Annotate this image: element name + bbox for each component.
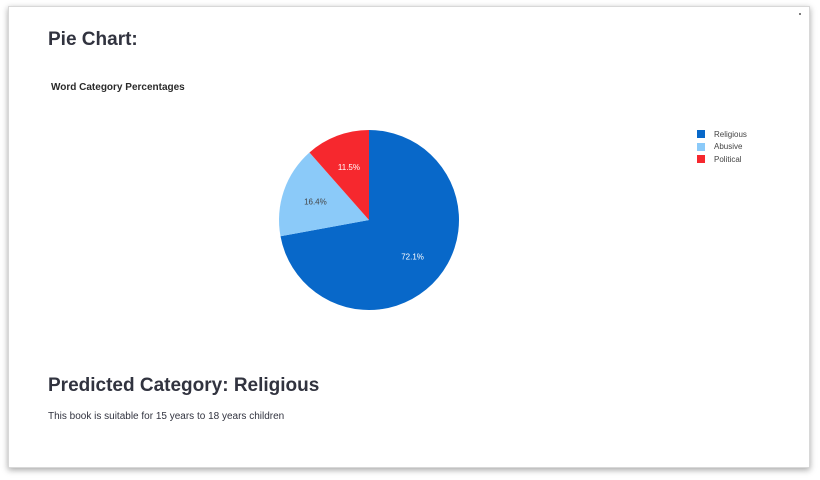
legend-label: Religious	[714, 129, 747, 139]
predicted-label: Predicted Category:	[48, 375, 229, 396]
pie-label-religious: 72.1%	[401, 252, 424, 261]
chart-legend: Religious Abusive Political	[697, 128, 747, 166]
pie-slice-political[interactable]	[309, 130, 369, 220]
legend-item-religious[interactable]: Religious	[697, 128, 747, 141]
pie-label-abusive: 16.4%	[304, 197, 327, 206]
legend-label: Political	[714, 154, 742, 164]
corner-dot	[799, 13, 801, 15]
legend-item-abusive[interactable]: Abusive	[697, 141, 747, 154]
legend-item-political[interactable]: Political	[697, 153, 747, 166]
pie-slice-religious[interactable]	[280, 130, 459, 310]
legend-swatch	[697, 155, 705, 164]
pie-slice-abusive[interactable]	[278, 152, 369, 237]
legend-label: Abusive	[714, 142, 743, 152]
suitability-text: This book is suitable for 15 years to 18…	[48, 411, 285, 422]
chart-title: Word Category Percentages	[51, 82, 185, 93]
section-title: Pie Chart:	[48, 29, 138, 50]
pie-label-political: 11.5%	[338, 163, 360, 172]
predicted-category: Predicted Category: Religious	[48, 375, 319, 397]
legend-swatch	[697, 130, 705, 139]
legend-swatch	[697, 142, 705, 151]
predicted-value: Religious	[233, 375, 320, 396]
